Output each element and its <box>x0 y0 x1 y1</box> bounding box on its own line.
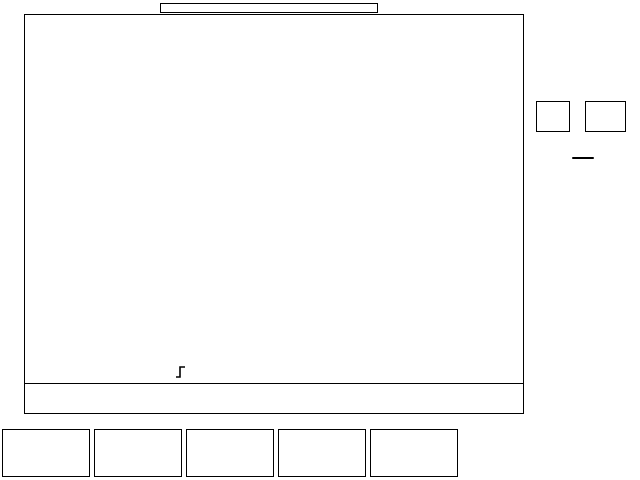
dots-only-off-button[interactable] <box>585 101 626 132</box>
rising-edge-icon <box>176 365 185 378</box>
horizontal-trigger-position-icon <box>262 4 273 13</box>
persist-time-button[interactable] <box>527 142 638 200</box>
waveform-display-area <box>24 14 524 414</box>
measurement-ch1-freq <box>414 222 514 237</box>
cursor-readout <box>422 21 510 53</box>
measurement-ch2-ampl <box>414 80 514 95</box>
status-bar <box>25 361 523 381</box>
persist-time-value <box>571 157 594 159</box>
delay-readout <box>25 383 523 413</box>
dots-only-on-button[interactable] <box>536 101 570 132</box>
bottom-menu-color-palette[interactable] <box>370 429 458 477</box>
measurement-ch2-freq <box>414 287 514 302</box>
ch2-position-marker <box>2 306 24 322</box>
bottom-menu-xy-display[interactable] <box>278 429 366 477</box>
graticule <box>25 15 523 381</box>
ch1-position-marker <box>2 111 24 127</box>
trigger-delay-icon <box>313 392 326 405</box>
bottom-menu-backlight-intensity[interactable] <box>94 429 182 477</box>
bottom-menu-waveform-display[interactable] <box>2 429 90 477</box>
ch1-badge <box>28 370 36 372</box>
record-view-bar <box>160 3 378 13</box>
measurement-ch1-ampl <box>414 146 514 161</box>
bottom-menu-graticule[interactable] <box>186 429 274 477</box>
